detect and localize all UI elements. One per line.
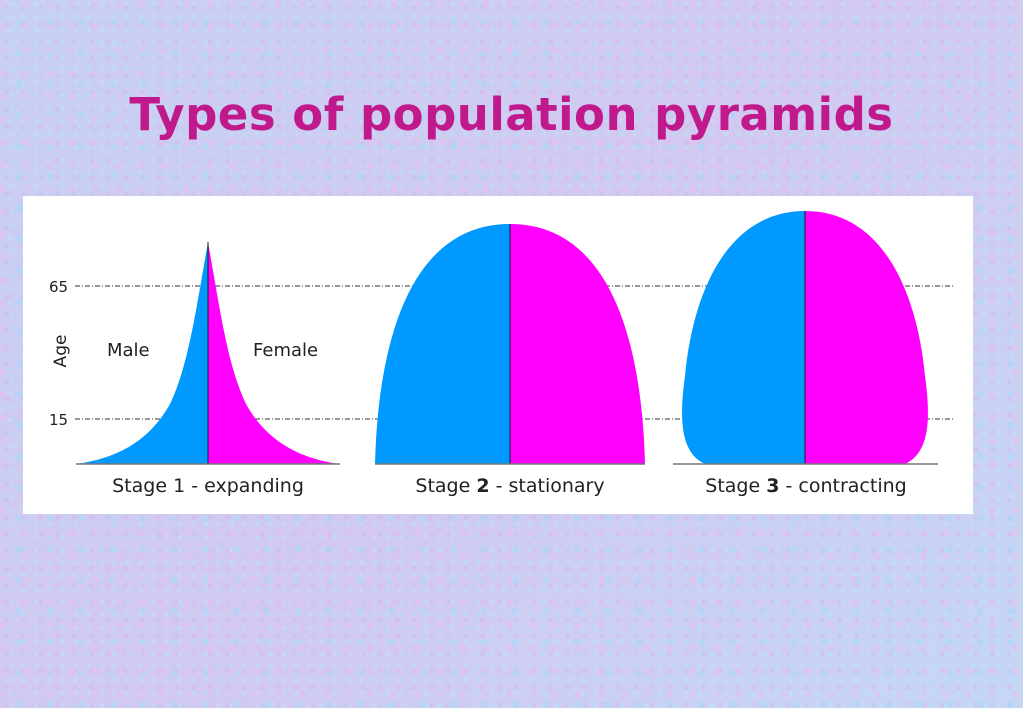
tick-label-15: 15 bbox=[49, 411, 68, 429]
stage-3-pyramid bbox=[673, 211, 938, 465]
stage-2-female-half bbox=[510, 224, 645, 464]
legend-female: Female bbox=[253, 340, 318, 361]
slide-title: Types of population pyramids bbox=[129, 88, 894, 141]
legend-male: Male bbox=[107, 340, 150, 361]
stage-2-pyramid bbox=[375, 224, 645, 465]
tick-label-65: 65 bbox=[49, 278, 68, 296]
stage-1-pyramid bbox=[76, 242, 340, 465]
stage-3-female-half bbox=[805, 211, 928, 464]
stage-1-male-half bbox=[76, 242, 208, 464]
stage-2-male-half bbox=[375, 224, 510, 464]
stage-3-male-half bbox=[682, 211, 805, 464]
pyramid-diagram: 65 15 Age Male Female Stage 1 - exp bbox=[49, 211, 955, 497]
stage-1-female-half bbox=[208, 242, 340, 464]
pyramid-diagram-panel: 65 15 Age Male Female Stage 1 - exp bbox=[23, 196, 973, 514]
y-axis-label: Age bbox=[51, 335, 71, 368]
stage-3-caption: Stage 3 - contracting bbox=[705, 475, 906, 497]
stage-2-caption: Stage 2 - stationary bbox=[415, 475, 604, 497]
stage-1-caption: Stage 1 - expanding bbox=[112, 475, 304, 497]
